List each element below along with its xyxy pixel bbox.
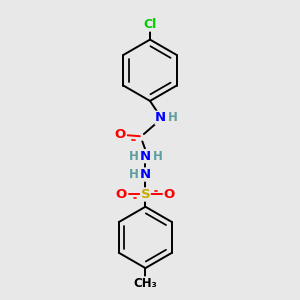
- Text: N: N: [155, 111, 166, 124]
- Text: H: H: [129, 150, 139, 163]
- Text: O: O: [116, 188, 127, 201]
- Text: CH₃: CH₃: [134, 277, 157, 290]
- Text: N: N: [140, 150, 151, 163]
- Text: H: H: [129, 168, 139, 181]
- Text: H: H: [167, 111, 177, 124]
- Text: O: O: [115, 128, 126, 141]
- Text: S: S: [141, 188, 150, 201]
- Text: H: H: [153, 150, 163, 163]
- Text: O: O: [164, 188, 175, 201]
- Text: N: N: [140, 168, 151, 181]
- Text: Cl: Cl: [143, 18, 157, 31]
